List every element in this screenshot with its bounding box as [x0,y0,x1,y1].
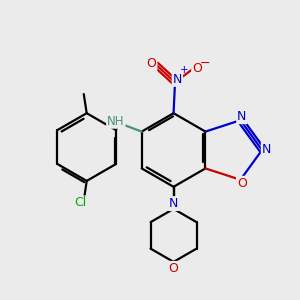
Text: O: O [237,177,247,190]
Text: O: O [192,61,202,75]
Text: −: − [200,57,210,70]
Text: +: + [180,65,189,75]
Text: N: N [169,197,178,210]
Text: Cl: Cl [75,196,87,209]
Text: N: N [262,143,271,156]
Text: N: N [173,73,182,86]
Text: N: N [237,110,247,123]
Text: O: O [146,57,156,70]
Text: NH: NH [107,115,124,128]
Text: O: O [169,262,178,275]
